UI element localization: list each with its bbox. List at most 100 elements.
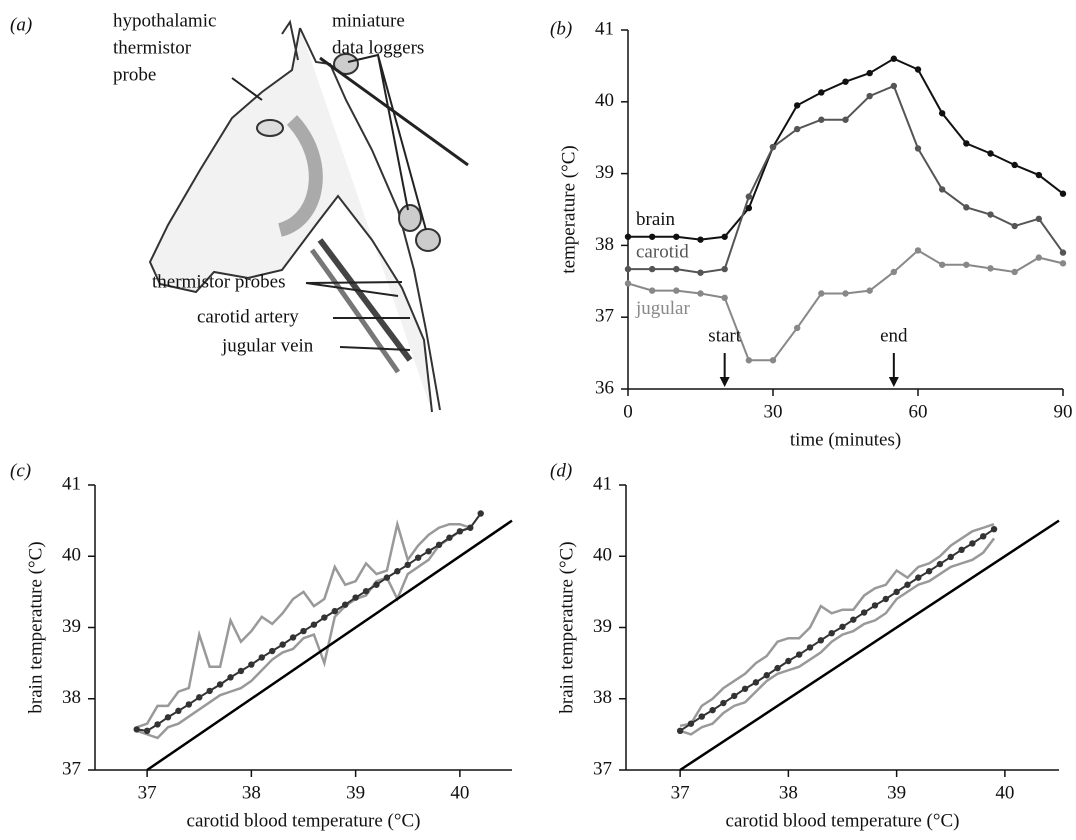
data-point xyxy=(963,261,970,268)
data-point xyxy=(697,290,704,297)
data-point xyxy=(331,607,338,615)
series-line xyxy=(679,528,995,732)
series-line xyxy=(679,537,996,736)
series-label: jugular xyxy=(635,298,690,319)
y-tick-label: 36 xyxy=(595,377,614,398)
y-tick-label: 40 xyxy=(595,90,614,111)
data-point xyxy=(817,637,825,644)
y-tick-label: 38 xyxy=(595,234,614,255)
data-point xyxy=(987,150,994,157)
data-point xyxy=(987,265,994,272)
series-label: brain xyxy=(636,209,676,230)
data-point xyxy=(446,534,453,541)
x-tick-label: 39 xyxy=(346,782,365,803)
data-point xyxy=(721,294,728,302)
data-point xyxy=(237,667,245,675)
data-point xyxy=(1059,190,1067,197)
data-point xyxy=(404,561,411,568)
data-point xyxy=(624,233,632,240)
data-point xyxy=(785,657,792,665)
series-line xyxy=(146,519,513,772)
jugular-vessel xyxy=(309,248,401,374)
data-logger xyxy=(415,228,441,252)
data-logger xyxy=(333,53,359,75)
data-point xyxy=(842,290,849,297)
data-point xyxy=(279,641,286,648)
data-point xyxy=(763,672,770,679)
data-point xyxy=(206,687,213,695)
horse-ear xyxy=(281,19,299,61)
diagram-label: miniature xyxy=(332,10,405,31)
data-point xyxy=(673,265,680,273)
data-point xyxy=(793,125,801,133)
x-axis-label: carotid blood temperature (°C) xyxy=(187,810,421,831)
series-line xyxy=(136,526,471,740)
y-tick-label: 39 xyxy=(593,616,612,637)
data-point xyxy=(938,261,946,268)
data-point xyxy=(774,664,781,672)
series-line xyxy=(136,519,471,729)
diagram-label: thermistor xyxy=(113,37,192,58)
data-point xyxy=(185,701,193,708)
data-point xyxy=(248,661,255,668)
data-point xyxy=(850,616,857,623)
y-tick-label: 37 xyxy=(595,306,614,327)
data-point xyxy=(793,102,801,109)
y-tick-label: 38 xyxy=(593,687,612,708)
data-point xyxy=(175,707,182,715)
x-tick-label: 38 xyxy=(779,782,798,803)
data-point xyxy=(373,581,380,588)
data-point xyxy=(673,233,680,240)
data-point xyxy=(958,546,965,554)
data-point xyxy=(731,692,738,700)
arrow-head xyxy=(888,377,899,387)
data-point xyxy=(745,357,753,364)
data-point xyxy=(925,568,933,575)
data-point xyxy=(969,540,976,547)
data-point xyxy=(414,554,422,561)
data-point xyxy=(990,525,998,533)
arrow-head xyxy=(719,377,730,387)
data-point xyxy=(648,265,656,273)
y-tick-label: 37 xyxy=(62,758,81,779)
data-point xyxy=(258,654,265,661)
data-point xyxy=(914,66,922,73)
data-point xyxy=(1011,161,1018,169)
data-point xyxy=(938,186,946,193)
data-point xyxy=(882,595,889,603)
data-point xyxy=(456,528,464,535)
data-point xyxy=(624,280,632,287)
data-point xyxy=(425,548,432,555)
y-tick-label: 37 xyxy=(593,758,612,779)
series-line xyxy=(628,57,1064,241)
data-point xyxy=(769,143,777,151)
data-point xyxy=(866,287,873,294)
x-tick-label: 37 xyxy=(138,782,157,803)
diagram-label: carotid artery xyxy=(197,306,299,327)
y-tick-label: 41 xyxy=(593,473,612,494)
data-point xyxy=(648,233,656,240)
diagram-label: thermistor probes xyxy=(152,271,286,292)
data-point xyxy=(435,541,443,549)
data-point xyxy=(697,269,704,276)
data-point xyxy=(1011,268,1018,276)
data-point xyxy=(477,510,484,517)
x-tick-label: 40 xyxy=(995,782,1014,803)
data-point xyxy=(860,609,868,616)
data-point xyxy=(818,89,825,96)
data-point xyxy=(216,681,224,688)
diagram-label: probe xyxy=(113,64,156,85)
carotid-vessel xyxy=(317,238,413,362)
diagram-label: hypothalamic xyxy=(113,10,216,31)
panel-label: (b) xyxy=(550,18,572,39)
data-point xyxy=(842,78,849,85)
data-point xyxy=(1035,215,1043,223)
data-point xyxy=(914,145,922,152)
y-axis-label: brain temperature (°C) xyxy=(25,541,46,713)
horse-illustration xyxy=(148,19,469,413)
data-point xyxy=(828,630,835,637)
data-logger xyxy=(398,204,422,232)
data-point xyxy=(673,287,680,294)
data-point xyxy=(383,574,391,581)
